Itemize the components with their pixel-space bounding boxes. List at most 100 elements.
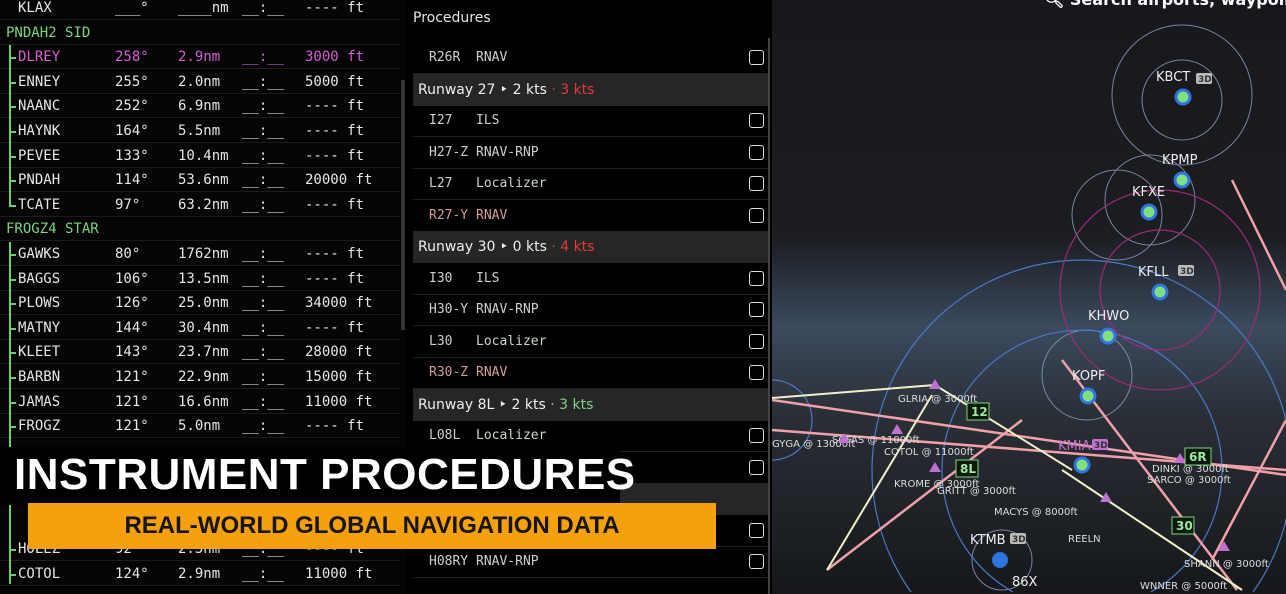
waypoint-label[interactable]: GYGA @ 13000ft	[772, 439, 855, 450]
wind-arrow-icon: ‣	[499, 239, 509, 255]
waypoint-label[interactable]: KROME @ 3000ft	[894, 479, 979, 490]
runway-header: Runway 30 ‣ 0 kts · 4 kts	[413, 231, 768, 263]
airport-label-kbct[interactable]: KBCT	[1156, 70, 1190, 85]
altitude: ---- ft	[305, 0, 365, 16]
flight-plan-row[interactable]: TCATE 97° 63.2nm __:__ ---- ft	[0, 193, 400, 217]
flight-plan-row[interactable]: GAWKS 80° 1762nm __:__ ---- ft	[0, 242, 400, 266]
flight-plan-row[interactable]: COTOL 124° 2.9nm __:__ 11000 ft	[0, 562, 400, 586]
procedure-checkbox[interactable]	[749, 144, 764, 160]
eta: __:__	[242, 565, 285, 582]
procedure-type: ILS	[476, 270, 500, 286]
tree-tick	[9, 81, 16, 84]
procedure-row[interactable]: H30-Y RNAV-RNP	[413, 294, 768, 326]
search-input[interactable]: Search airports, waypoints	[1070, 0, 1286, 9]
flight-plan-row[interactable]: PNDAH 114° 53.6nm __:__ 20000 ft	[0, 168, 400, 193]
procedure-row[interactable]: L27 Localizer	[413, 168, 768, 200]
crosswind: 3 kts	[559, 396, 594, 413]
bearing: 80°	[115, 246, 141, 262]
waypoint-label[interactable]: GLRIA @ 3000ft	[898, 394, 977, 405]
flight-plan-row[interactable]: JAMAS 121° 16.6nm __:__ 11000 ft	[0, 390, 400, 414]
fix-name: HAYNK	[18, 123, 61, 139]
flight-plan-row[interactable]: DLREY 258° 2.9nm __:__ 3000 ft	[0, 45, 400, 70]
flight-plan-row[interactable]: KLAX ___° ____nm __:__ ---- ft	[0, 0, 400, 20]
procedure-checkbox[interactable]	[749, 333, 764, 349]
procedure-checkbox[interactable]	[749, 113, 764, 128]
bearing: 126°	[115, 295, 149, 312]
airport-label-kopf[interactable]: KOPF	[1072, 369, 1105, 384]
waypoint-label[interactable]: SHANN @ 3000ft	[1184, 559, 1269, 570]
flight-plan-row[interactable]: BAGGS 106° 13.5nm __:__ ---- ft	[0, 267, 400, 291]
procedure-id: I30	[429, 270, 453, 286]
tree-tick	[9, 278, 16, 281]
3d-badge-icon: 3D	[1094, 441, 1108, 451]
bearing: 106°	[115, 270, 149, 287]
flight-plan-scrollbar[interactable]	[401, 80, 405, 330]
procedure-row[interactable]: R26R RNAV	[413, 42, 768, 74]
procedure-row[interactable]: I27 ILS	[413, 105, 768, 137]
airport-label-kfxe[interactable]: KFXE	[1132, 185, 1165, 200]
procedure-type: RNAV-RNP	[476, 302, 539, 317]
flight-plan-row[interactable]: HAYNK 164° 5.5nm __:__ ---- ft	[0, 119, 400, 143]
procedure-row[interactable]: H27-Z RNAV-RNP	[413, 137, 768, 169]
airport-markers[interactable]	[992, 88, 1192, 568]
navaid-label[interactable]: 86X	[1012, 575, 1038, 590]
waypoint-label[interactable]: REELN	[1068, 534, 1101, 545]
procedure-checkbox[interactable]	[749, 365, 764, 380]
eta: __:__	[242, 393, 285, 410]
waypoint-label[interactable]: SARCO @ 3000ft	[1147, 475, 1231, 486]
procedure-checkbox[interactable]	[749, 50, 764, 65]
procedure-checkbox[interactable]	[749, 554, 764, 569]
airport-label-khwo[interactable]: KHWO	[1088, 309, 1129, 324]
procedure-id: H08RY	[429, 554, 469, 569]
airport-label-ktmb[interactable]: KTMB	[970, 533, 1006, 548]
airport-label-kpmp[interactable]: KPMP	[1162, 153, 1198, 168]
headwind: 0 kts	[512, 239, 547, 255]
procedure-checkbox[interactable]	[749, 270, 764, 286]
fix-name: COTOL	[18, 565, 61, 582]
map-search[interactable]: 🔍︎ Search airports, waypoints	[1044, 0, 1286, 9]
procedure-checkbox[interactable]	[749, 176, 764, 191]
eta: __:__	[242, 49, 285, 66]
procedure-row[interactable]: L30 Localizer	[413, 326, 768, 358]
waypoint-label[interactable]: COTOL @ 11000ft	[884, 447, 974, 458]
headwind: 2 kts	[512, 81, 547, 98]
procedure-section-header[interactable]: FROGZ4 STAR	[0, 217, 400, 242]
flight-plan-row[interactable]: NAANC 252° 6.9nm __:__ ---- ft	[0, 94, 400, 119]
airport-label-kfll[interactable]: KFLL	[1138, 265, 1169, 280]
procedure-row[interactable]: I30 ILS	[413, 263, 768, 295]
procedure-checkbox[interactable]	[749, 522, 764, 538]
procedure-checkbox[interactable]	[749, 207, 764, 223]
waypoint-label[interactable]: WNNER @ 5000ft	[1140, 581, 1227, 592]
procedure-checkbox[interactable]	[749, 459, 764, 475]
procedure-id: R30-Z	[429, 365, 469, 380]
flight-plan-row[interactable]: BARBN 121° 22.9nm __:__ 15000 ft	[0, 365, 400, 389]
procedure-row[interactable]: H08RY RNAV-RNP	[413, 546, 768, 578]
waypoint-label[interactable]: SOFAS @ 11000ft	[832, 435, 920, 446]
waypoint-label[interactable]: GRITT @ 3000ft	[937, 486, 1016, 497]
flight-plan-row[interactable]: ENNEY 255° 2.0nm __:__ 5000 ft	[0, 70, 400, 94]
procedure-checkbox[interactable]	[749, 302, 764, 317]
flight-plan-row[interactable]: PLOWS 126° 25.0nm __:__ 34000 ft	[0, 291, 400, 316]
distance: 5.0nm	[178, 418, 221, 435]
flight-plan-row[interactable]: MATNY 144° 30.4nm __:__ ---- ft	[0, 316, 400, 340]
procedure-checkbox[interactable]	[749, 428, 764, 443]
procedures-scrollbar[interactable]	[768, 38, 770, 594]
airport-label-kmia[interactable]: KMIA	[1058, 439, 1091, 454]
altitude: 28000 ft	[305, 344, 373, 361]
waypoint-label[interactable]: MACYS @ 8000ft	[994, 507, 1078, 518]
map-view[interactable]: KBCT KPMP KFXE KFLL KHWO KOPF KMIA KTMB …	[772, 0, 1286, 594]
eta: __:__	[242, 344, 285, 361]
map-canvas[interactable]: KBCT KPMP KFXE KFLL KHWO KOPF KMIA KTMB …	[772, 0, 1286, 594]
flight-plan-row[interactable]: PEVEE 133° 10.4nm __:__ ---- ft	[0, 144, 400, 168]
flight-plan-row[interactable]: KLEET 143° 23.7nm __:__ 28000 ft	[0, 340, 400, 365]
procedure-id: R27-Y	[429, 207, 469, 223]
waypoint-label[interactable]: DINKI @ 3000ft	[1152, 464, 1229, 475]
promo-title: INSTRUMENT PROCEDURES	[14, 450, 636, 499]
procedure-row[interactable]: R27-Y RNAV	[413, 200, 768, 232]
procedure-id: R26R	[429, 50, 461, 65]
wind-arrow-icon: ‣	[498, 396, 508, 413]
procedure-section-header[interactable]: PNDAH2 SID	[0, 21, 400, 45]
tree-tick	[9, 204, 16, 207]
flight-plan-row[interactable]: FROGZ 121° 5.0nm __:__ ---- ft	[0, 414, 400, 439]
procedure-row[interactable]: R30-Z RNAV	[413, 357, 768, 389]
